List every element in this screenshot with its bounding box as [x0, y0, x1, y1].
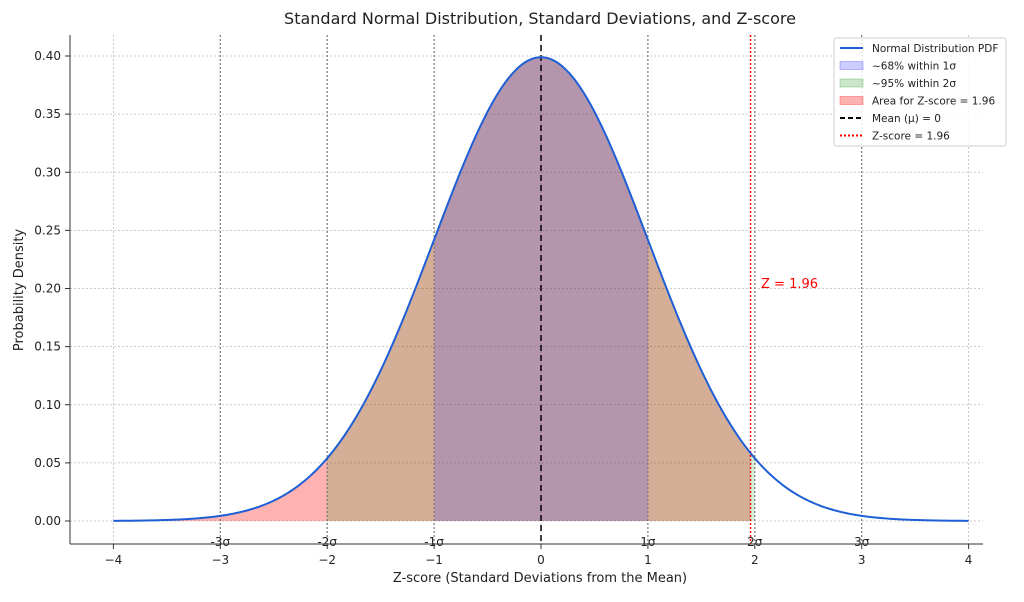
legend-box	[833, 37, 1007, 147]
y-axis-label: Probability Density	[12, 229, 27, 352]
legend-handle	[839, 96, 864, 105]
x-tick-label: 4	[965, 553, 973, 567]
legend-handle	[839, 61, 864, 70]
sigma-label: -3σ	[211, 535, 231, 549]
legend: Normal Distribution PDF ~68% within 1σ ~95…	[833, 37, 1007, 147]
ticks: −4 −3 −2 −1 0 1 2 3 4 0.00 0.05 0.10 0.15 0.20 0.25 0.3…	[34, 49, 972, 567]
y-tick-label: 0.30	[34, 165, 61, 179]
sigma-label: 2σ	[747, 535, 763, 549]
legend-label: Normal Distribution PDF	[872, 43, 998, 55]
x-tick-label: −1	[425, 553, 443, 567]
y-tick-label: 0.35	[34, 107, 61, 121]
legend-handle	[839, 78, 864, 88]
x-tick-label: −4	[105, 553, 123, 567]
y-tick-label: 0.25	[34, 223, 61, 237]
legend-label: Mean (μ) = 0	[872, 113, 941, 125]
y-tick-label: 0.10	[34, 398, 61, 412]
x-tick-label: 2	[751, 553, 759, 567]
legend-label: ~68% within 1σ	[872, 61, 956, 73]
x-axis-label: Z-score (Standard Deviations from the Me…	[393, 571, 687, 586]
axes	[69, 35, 983, 545]
x-tick-label: 1	[644, 553, 652, 567]
z-annotation: Z = 1.96	[761, 277, 818, 292]
y-tick-label: 0.20	[34, 282, 61, 296]
legend-label: Z-score = 1.96	[872, 131, 950, 143]
y-tick-label: 0.40	[34, 49, 61, 63]
sigma-label: 3σ	[854, 535, 870, 549]
y-tick-label: 0.00	[34, 514, 61, 528]
x-tick-label: −3	[211, 553, 229, 567]
sigma-label: -2σ	[317, 535, 337, 549]
sigma-label: -1σ	[424, 535, 444, 549]
pdf-curve	[113, 56, 969, 522]
curve	[113, 56, 969, 522]
legend-label: Area for Z-score = 1.96	[872, 96, 995, 108]
fill-area	[113, 57, 751, 522]
x-tick-label: −2	[318, 553, 336, 567]
sigma-label: 1σ	[640, 535, 656, 549]
chart-title: Standard Normal Distribution, Standard D…	[284, 9, 796, 28]
x-tick-label: 0	[537, 553, 545, 567]
y-tick-label: 0.15	[34, 340, 61, 354]
x-tick-label: 3	[858, 553, 866, 567]
y-tick-label: 0.05	[34, 456, 61, 470]
legend-label: ~95% within 2σ	[872, 78, 956, 90]
